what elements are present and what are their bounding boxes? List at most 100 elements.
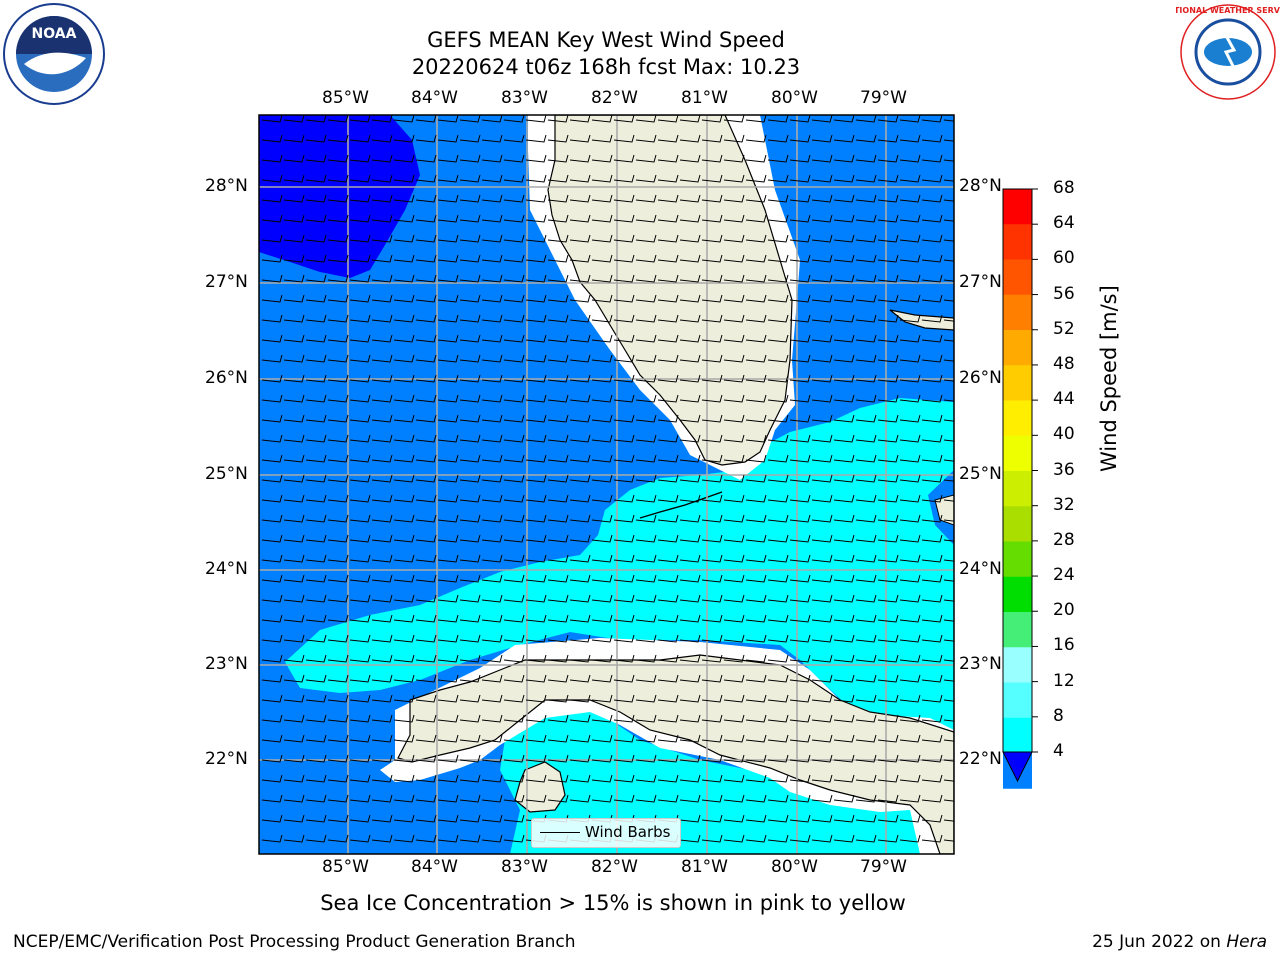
colorbar-segment [1003, 647, 1032, 683]
wind-barb [437, 254, 459, 263]
wind-barb [855, 534, 877, 543]
wind-barb [481, 294, 503, 303]
wind-barb [723, 554, 745, 563]
wind-barb [305, 154, 327, 163]
wind-barb [591, 574, 613, 583]
lat-tick-right: 24°N [959, 559, 1002, 579]
wind-barb [657, 494, 679, 503]
wind-barb [371, 674, 393, 683]
wind-barb [833, 554, 855, 563]
wind-barb [943, 459, 954, 462]
wind-barb [261, 214, 283, 223]
wind-barb [855, 494, 877, 503]
wind-barb [767, 254, 789, 263]
wind-barb [393, 694, 415, 703]
wind-barb [789, 174, 811, 183]
wind-barb [745, 115, 767, 123]
wind-barb [833, 115, 855, 123]
colorbar-tick-label: 60 [1053, 248, 1075, 269]
wind-barb [767, 774, 789, 783]
wind-barb [283, 254, 305, 263]
wind-barb [613, 694, 635, 703]
wind-barb [437, 574, 459, 583]
wind-barb [767, 594, 789, 603]
wind-barb [635, 674, 657, 683]
lon-tick-top: 84°W [411, 88, 458, 108]
map-area [259, 115, 954, 854]
colorbar-segment [1003, 576, 1032, 613]
wind-barb [481, 194, 503, 203]
wind-barb [855, 674, 877, 683]
wind-barb [437, 734, 459, 743]
wind-barb [261, 794, 283, 803]
wind-barb [701, 514, 723, 523]
wind-barb [481, 734, 503, 743]
wind-barb [349, 354, 371, 363]
wind-barb [701, 614, 723, 623]
wind-barb [635, 454, 657, 463]
wind-barb [921, 734, 943, 743]
wind-barb [591, 714, 613, 723]
wind-barb [789, 554, 811, 563]
wind-barb [855, 554, 877, 563]
wind-barb [723, 394, 745, 403]
wind-barb [833, 634, 855, 643]
wind-barb [745, 494, 767, 503]
wind-barb [723, 194, 745, 203]
wind-barb [481, 374, 503, 383]
wind-barb [569, 414, 591, 423]
wind-barb [811, 314, 833, 323]
wind-barb [767, 274, 789, 283]
wind-barb [459, 554, 481, 563]
wind-barb [261, 674, 283, 683]
wind-barb [921, 414, 943, 423]
wind-barb [635, 154, 657, 163]
wind-barb [613, 654, 635, 663]
wind-barb [547, 454, 569, 463]
wind-barb [899, 554, 921, 563]
wind-barb [899, 514, 921, 523]
wind-barb [877, 494, 899, 503]
wind-barb [657, 394, 679, 403]
wind-barb [437, 694, 459, 703]
wind-barb [767, 334, 789, 343]
wind-barb [305, 334, 327, 343]
wind-barb [283, 374, 305, 383]
wind-barb [261, 254, 283, 263]
colorbar-tick-label: 48 [1053, 353, 1075, 374]
wind-barb [745, 354, 767, 363]
colorbar-segment [1003, 294, 1032, 331]
wind-barb [569, 654, 591, 663]
wind-barb [767, 414, 789, 423]
wind-barb [767, 394, 789, 403]
wind-barb [371, 394, 393, 403]
wind-barb [613, 294, 635, 303]
wind-barb [547, 694, 569, 703]
wind-barb [899, 174, 921, 183]
wind-barb [635, 214, 657, 223]
wind-barb [503, 734, 525, 743]
wind-barb [503, 474, 525, 483]
wind-barb [811, 254, 833, 263]
wind-barb [877, 754, 899, 763]
wind-barb [723, 614, 745, 623]
wind-barb [525, 154, 547, 163]
wind-barb [371, 214, 393, 223]
wind-barb [767, 534, 789, 543]
wind-barb [327, 514, 349, 523]
wind-barb [591, 394, 613, 403]
wind-barb [899, 654, 921, 663]
wind-barb [569, 594, 591, 603]
wind-barb [261, 194, 283, 203]
wind-barb [789, 594, 811, 603]
wind-barb [349, 234, 371, 243]
wind-barb [261, 754, 283, 763]
wind-barb [723, 654, 745, 663]
wind-barb [723, 314, 745, 323]
wind-barb [459, 354, 481, 363]
colorbar-segment [1003, 506, 1032, 542]
lat-tick-right: 27°N [959, 272, 1002, 292]
wind-barb [415, 594, 437, 603]
wind-barb [613, 774, 635, 783]
wind-barb [701, 754, 723, 763]
